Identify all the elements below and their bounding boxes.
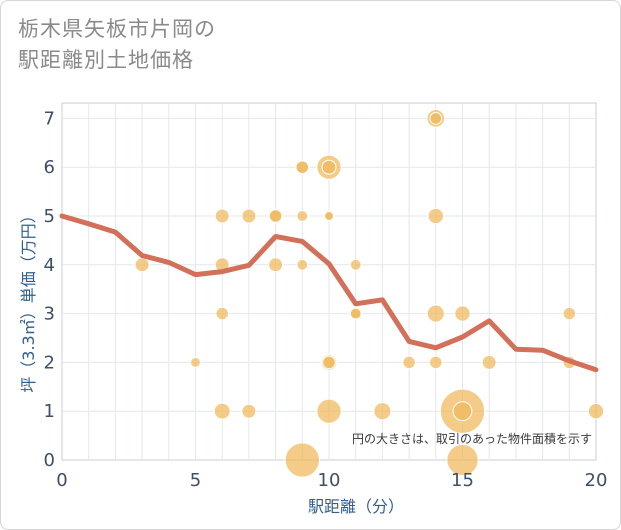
bubble-series bbox=[134, 109, 605, 478]
bubble-point-23 bbox=[349, 258, 362, 271]
x-tick-label: 15 bbox=[451, 470, 474, 491]
bubble-point-2 bbox=[214, 208, 230, 224]
y-tick-label: 2 bbox=[44, 352, 55, 373]
bubble-point-27 bbox=[402, 355, 416, 370]
bubble-point-4 bbox=[215, 306, 229, 321]
bubble-point-38 bbox=[562, 306, 577, 321]
bubble-point-13 bbox=[296, 210, 309, 222]
bubble-point-10 bbox=[268, 257, 284, 273]
average-line-series bbox=[59, 213, 599, 373]
bubble-point-0 bbox=[134, 257, 150, 273]
bubble-point-35 bbox=[452, 401, 473, 422]
y-tick-label: 4 bbox=[44, 255, 55, 276]
bubble-point-14 bbox=[296, 258, 309, 271]
bubble-point-31 bbox=[426, 304, 445, 323]
bubble-point-33 bbox=[454, 305, 471, 322]
x-axis-title: 駅距離（分） bbox=[308, 497, 404, 516]
bubble-point-30 bbox=[427, 207, 444, 225]
title-line-1: 栃木県矢板市片岡の bbox=[18, 17, 216, 41]
x-tick-label: 20 bbox=[585, 470, 608, 491]
y-tick-label: 0 bbox=[44, 450, 55, 471]
y-tick-label: 7 bbox=[44, 108, 55, 129]
bubble-point-5 bbox=[213, 402, 231, 420]
x-tick-label: 5 bbox=[190, 470, 201, 491]
bubble-point-9 bbox=[268, 209, 283, 223]
bubble-point-22 bbox=[316, 398, 342, 424]
x-tick-label: 10 bbox=[318, 470, 341, 491]
bubble-point-17 bbox=[321, 159, 337, 175]
bubble-point-25 bbox=[349, 307, 362, 320]
size-note: 円の大きさは、取引のあった物件面積を示す bbox=[352, 431, 592, 446]
bubble-point-15 bbox=[284, 442, 320, 478]
bubble-point-19 bbox=[324, 211, 334, 221]
bubble-point-1 bbox=[190, 356, 201, 368]
bubble-point-26 bbox=[373, 402, 392, 421]
axis-ticks: 0 5 10 15 20 0 1 2 3 4 5 6 7 bbox=[44, 108, 608, 491]
title-line-2: 駅距離別土地価格 bbox=[18, 48, 194, 72]
y-tick-label: 5 bbox=[44, 206, 55, 227]
bubble-point-36 bbox=[446, 443, 479, 477]
bubble-point-6 bbox=[241, 208, 257, 224]
y-axis-title: 坪（3.3㎡）単価（万円） bbox=[19, 207, 38, 392]
bubble-point-12 bbox=[295, 160, 310, 174]
bubble-point-40 bbox=[587, 403, 605, 420]
y-tick-label: 6 bbox=[44, 157, 55, 178]
bubble-point-29 bbox=[429, 112, 443, 125]
y-tick-label: 3 bbox=[44, 304, 55, 325]
chart-title: 栃木県矢板市片岡の 駅距離別土地価格 bbox=[18, 14, 216, 76]
bubble-point-37 bbox=[481, 354, 497, 370]
bubble-point-7 bbox=[241, 403, 257, 419]
bubble-point-21 bbox=[322, 355, 336, 370]
x-tick-label: 0 bbox=[56, 470, 67, 491]
y-tick-label: 1 bbox=[44, 401, 55, 422]
average-line-0 bbox=[59, 213, 599, 373]
bubble-point-32 bbox=[429, 355, 443, 370]
